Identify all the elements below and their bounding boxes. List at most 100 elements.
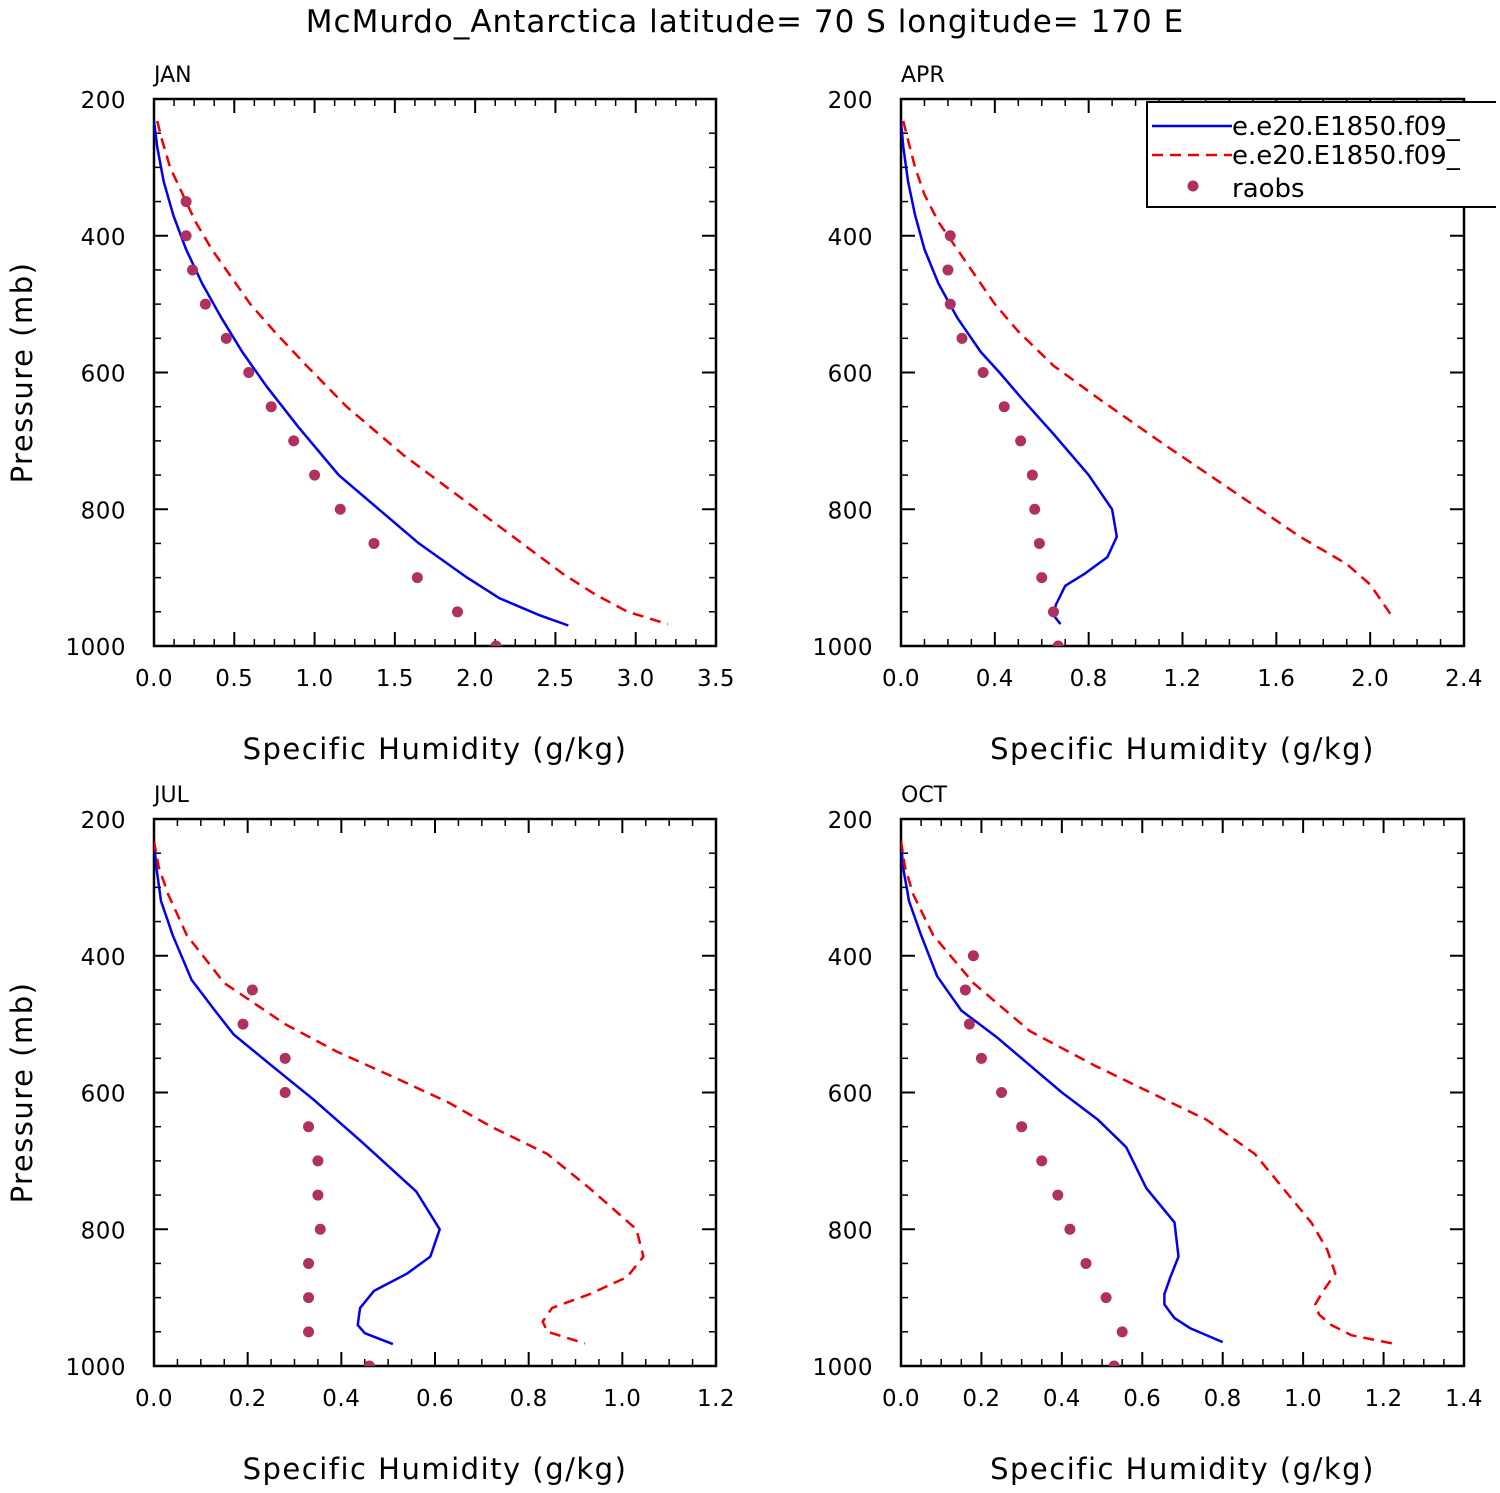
series-line-model1 [154, 840, 441, 1346]
series-line-model2 [154, 840, 645, 1345]
x-tick-label: 1.2 [697, 1386, 735, 1412]
y-tick-label: 800 [828, 498, 873, 524]
raobs-point [243, 367, 255, 378]
raobs-point [312, 1189, 324, 1201]
y-tick-label: 800 [81, 1218, 126, 1244]
y-tick-label: 400 [81, 945, 126, 971]
y-tick-label: 600 [81, 1082, 126, 1108]
x-tick-label: 0.6 [416, 1386, 454, 1412]
raobs-point [1015, 435, 1027, 447]
x-tick-label: 0.0 [882, 1386, 920, 1412]
panel-jul: JUL 0.0 0.2 0.4 0.6 0.8 1.0 1.2 200 400 600 800 1000… [5, 783, 735, 1486]
raobs-point [998, 401, 1010, 413]
raobs-point [975, 1052, 987, 1064]
raobs-point [265, 401, 277, 413]
raobs-point [977, 367, 989, 378]
x-tick-label: 0.8 [510, 1386, 548, 1412]
x-tick-label: 2.0 [456, 666, 494, 692]
raobs-point [1052, 1189, 1064, 1201]
raobs-point [279, 1052, 291, 1064]
y-tick-label: 1000 [812, 635, 873, 661]
raobs-point [334, 503, 346, 515]
raobs-point [237, 1018, 249, 1030]
y-tick-label: 800 [828, 1218, 873, 1244]
panel-label: OCT [901, 783, 948, 808]
x-tick-label: 1.0 [603, 1386, 641, 1412]
y-tick-label: 800 [81, 498, 126, 524]
panel-label: JAN [152, 63, 192, 88]
y-tick-label: 1000 [812, 1355, 873, 1381]
raobs-point [490, 640, 502, 646]
raobs-point [1047, 606, 1059, 618]
x-tick-label: 0.2 [962, 1386, 1000, 1412]
raobs-point [1108, 1360, 1120, 1366]
raobs-point [956, 332, 968, 344]
series-group [154, 840, 645, 1366]
x-tick-label: 0.5 [215, 666, 253, 692]
y-tick-label: 600 [81, 362, 126, 388]
raobs-point [944, 298, 956, 310]
x-tick-label: 2.5 [536, 666, 574, 692]
figure-title: McMurdo_Antarctica latitude= 70 S longit… [306, 4, 1184, 40]
raobs-point [309, 469, 321, 481]
x-tick-label: 1.2 [1163, 666, 1201, 692]
raobs-point [1033, 537, 1045, 549]
series-line-model1 [901, 120, 1119, 625]
raobs-point [1016, 1121, 1028, 1133]
raobs-point [1036, 1155, 1048, 1167]
raobs-point [279, 1087, 291, 1098]
raobs-point [312, 1155, 324, 1167]
series-line-model2 [901, 840, 1396, 1346]
plot-frame [899, 817, 1466, 1368]
x-tick-label: 1.0 [1284, 1386, 1322, 1412]
raobs-point [246, 984, 258, 996]
legend-box: e.e20.E1850.f09_e.e20.E1850.f09_raobs [1146, 101, 1496, 208]
panel-label: JUL [152, 783, 190, 808]
x-axis-label: Specific Humidity (g/kg) [990, 1452, 1375, 1486]
legend-label: raobs [1232, 174, 1305, 204]
raobs-point [199, 298, 211, 310]
panel-jan: JAN 0.0 0.5 1.0 1.5 2.0 2.5 3.0 3.5 200 400 600 800 1… [5, 63, 735, 766]
legend-frame [1146, 101, 1496, 208]
raobs-point [180, 230, 192, 242]
y-tick-label: 400 [828, 945, 873, 971]
panels: JAN 0.0 0.5 1.0 1.5 2.0 2.5 3.0 3.5 200 400 600 800 1… [5, 63, 1483, 1486]
y-tick-label: 200 [828, 88, 873, 114]
x-tick-label: 0.0 [135, 666, 173, 692]
raobs-point [942, 264, 954, 276]
raobs-point [963, 1018, 975, 1030]
series-group [901, 840, 1396, 1366]
raobs-point [303, 1121, 315, 1133]
y-tick-label: 1000 [65, 1355, 126, 1381]
x-tick-label: 3.0 [617, 666, 655, 692]
raobs-point [959, 984, 971, 996]
x-tick-label: 2.4 [1445, 666, 1483, 692]
series-group [154, 120, 669, 646]
panel-label: APR [901, 63, 945, 88]
y-tick-label: 1000 [65, 635, 126, 661]
raobs-point [1052, 640, 1064, 646]
raobs-point [303, 1292, 315, 1304]
y-tick-label: 200 [81, 808, 126, 834]
y-axis-label: Pressure (mb) [5, 262, 39, 484]
x-tick-label: 0.8 [1204, 1386, 1242, 1412]
y-tick-label: 400 [828, 225, 873, 251]
x-tick-label: 0.8 [1070, 666, 1108, 692]
raobs-point [1116, 1326, 1128, 1338]
x-tick-label: 1.5 [376, 666, 414, 692]
legend-label: e.e20.E1850.f09_ [1232, 112, 1461, 142]
raobs-point [303, 1326, 315, 1338]
panel-oct: OCT 0.0 0.2 0.4 0.6 0.8 1.0 1.2 1.4 200 400 600 800 1… [812, 783, 1483, 1486]
x-tick-label: 1.4 [1445, 1386, 1483, 1412]
y-tick-label: 200 [828, 808, 873, 834]
series-group [901, 120, 1395, 646]
raobs-point [220, 332, 232, 344]
x-tick-label: 1.0 [296, 666, 334, 692]
series-line-model2 [902, 120, 1395, 620]
raobs-point [180, 196, 192, 208]
x-tick-label: 3.5 [697, 666, 735, 692]
x-tick-label: 0.6 [1123, 1386, 1161, 1412]
x-tick-label: 0.2 [229, 1386, 267, 1412]
raobs-point [1029, 503, 1041, 515]
